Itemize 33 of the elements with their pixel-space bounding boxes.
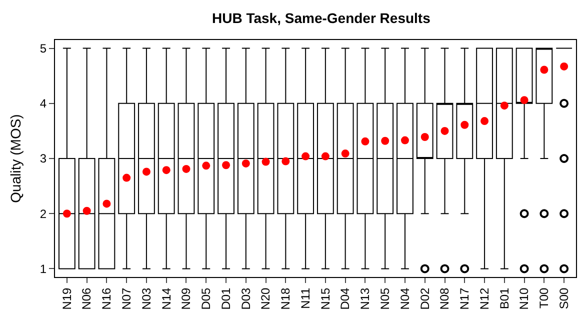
x-tick-label: D05 [199,287,214,310]
x-tick-label: S00 [556,287,571,310]
y-tick-label: 2 [40,206,47,221]
x-tick-label: N12 [477,287,492,310]
x-tick-label: N15 [318,287,332,310]
x-tick-label: N19 [60,287,74,310]
x-tick-label: N14 [159,287,174,310]
x-tick-label: N05 [378,287,392,310]
x-tick-label: N16 [100,287,114,310]
x-tick-label: N10 [517,287,532,310]
x-tick-label: N09 [179,287,194,310]
x-tick-label: T00 [537,287,552,308]
y-tick-label: 4 [40,96,47,111]
x-tick-label: D01 [218,287,233,310]
x-tick-label: N18 [278,287,293,310]
x-tick-label: N17 [458,287,472,310]
chart-title: HUB Task, Same-Gender Results [212,10,431,26]
x-tick-label: D03 [238,287,253,310]
x-tick-label: N08 [438,287,452,310]
y-tick-label: 5 [40,41,47,56]
x-tick-label: N07 [119,287,134,310]
x-tick-label: N20 [258,287,273,310]
x-tick-label: N06 [80,287,94,310]
x-tick-label: N04 [398,287,412,310]
x-tick-label: B01 [497,287,512,310]
x-tick-label: N11 [298,287,312,309]
y-tick-label: 3 [40,152,47,166]
x-tick-label: N13 [358,287,372,310]
x-tick-label: D02 [418,287,432,310]
y-tick-label: 1 [40,262,47,276]
x-tick-label: N03 [139,287,154,310]
y-axis-title: Quality (MOS) [8,114,24,203]
x-tick-label: D04 [338,287,352,310]
